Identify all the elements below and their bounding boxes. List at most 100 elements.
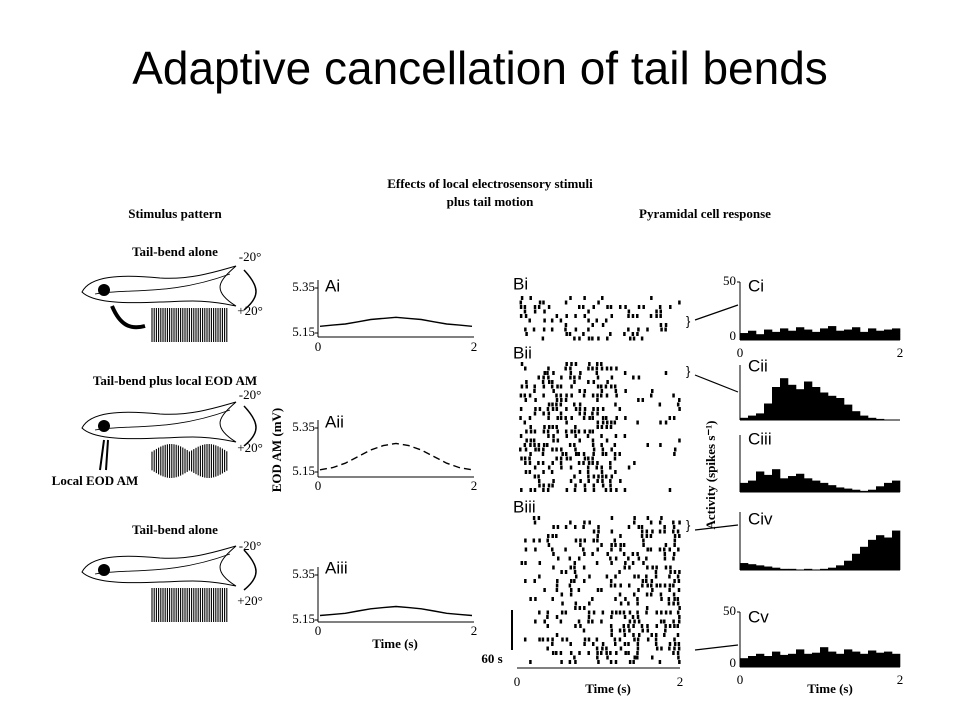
spike (533, 429, 537, 434)
spike (583, 389, 587, 393)
spike (574, 362, 578, 366)
spike (649, 592, 653, 597)
spike (587, 318, 590, 323)
spike (587, 651, 590, 655)
spike (664, 327, 667, 332)
y-tick-label: 5.35 (292, 566, 315, 581)
spike (664, 420, 668, 425)
spike (574, 407, 578, 411)
arrow (694, 304, 739, 321)
bar (820, 647, 829, 667)
spike (609, 583, 613, 588)
bar (812, 652, 821, 667)
bar (804, 653, 813, 667)
spike (537, 305, 541, 309)
spike (614, 389, 618, 393)
spike (551, 447, 554, 452)
stimulus-label: Tail-bend plus local EOD AM (93, 373, 257, 388)
bar (772, 331, 781, 340)
spike (609, 651, 612, 655)
bar (852, 553, 861, 570)
spike (667, 597, 671, 601)
spike (637, 633, 641, 637)
spike (579, 479, 582, 483)
bar (780, 328, 789, 340)
spike (619, 601, 623, 606)
bar (756, 565, 765, 570)
spike (642, 561, 645, 565)
spike (592, 305, 595, 309)
spike (606, 336, 609, 341)
bar (788, 384, 797, 420)
x-tick-label: 2 (471, 478, 478, 493)
spike (533, 520, 537, 525)
spike (609, 624, 613, 628)
x-tick-label: 2 (471, 339, 478, 354)
spike (538, 574, 541, 579)
spike (591, 366, 594, 371)
bar (812, 387, 821, 420)
spike (673, 534, 677, 538)
spike (565, 314, 568, 318)
angle-label: +20° (237, 303, 263, 318)
spike (636, 655, 639, 660)
spike (551, 407, 555, 411)
spike (583, 483, 587, 488)
spike (651, 529, 654, 534)
spike (568, 556, 572, 561)
spike (654, 633, 658, 637)
spike (636, 642, 640, 646)
spike (631, 314, 635, 318)
spike (569, 465, 573, 470)
spike (533, 474, 537, 479)
spike (628, 628, 631, 633)
spike (592, 488, 596, 492)
spike (532, 516, 536, 520)
spike (663, 547, 666, 552)
spike (654, 637, 658, 642)
spike (583, 637, 587, 642)
spike (524, 561, 527, 565)
spike (592, 529, 596, 534)
bar (876, 330, 885, 340)
spike (524, 366, 527, 371)
spike (541, 336, 545, 341)
x-tick-label: 0 (315, 339, 322, 354)
spike (604, 488, 608, 492)
spike (537, 447, 541, 452)
spike (550, 384, 554, 389)
spike (645, 556, 648, 561)
spike (596, 420, 600, 425)
spike (624, 416, 627, 420)
spike (569, 520, 572, 525)
spike (605, 438, 609, 443)
spike (604, 416, 608, 420)
spike (592, 452, 595, 456)
spike (577, 556, 581, 561)
spike (583, 520, 586, 525)
spike (609, 332, 612, 336)
spike (525, 438, 528, 443)
bar (876, 486, 885, 492)
spike (609, 465, 612, 470)
spike (569, 296, 572, 300)
spike (582, 628, 586, 633)
axis-label: Time (s) (807, 681, 853, 696)
spike (596, 655, 599, 660)
spike (570, 393, 573, 398)
spike (672, 583, 675, 588)
spike (663, 633, 666, 637)
spike (678, 407, 681, 411)
bar (740, 658, 749, 667)
bar (772, 469, 781, 492)
spike (609, 579, 613, 583)
spike (600, 651, 603, 655)
spike (601, 420, 605, 425)
bracket: } (686, 313, 691, 328)
spike (520, 296, 524, 300)
spike (642, 305, 645, 309)
header: Stimulus pattern (128, 206, 222, 221)
spike (551, 483, 554, 488)
bar (876, 418, 885, 420)
spike (582, 305, 585, 309)
